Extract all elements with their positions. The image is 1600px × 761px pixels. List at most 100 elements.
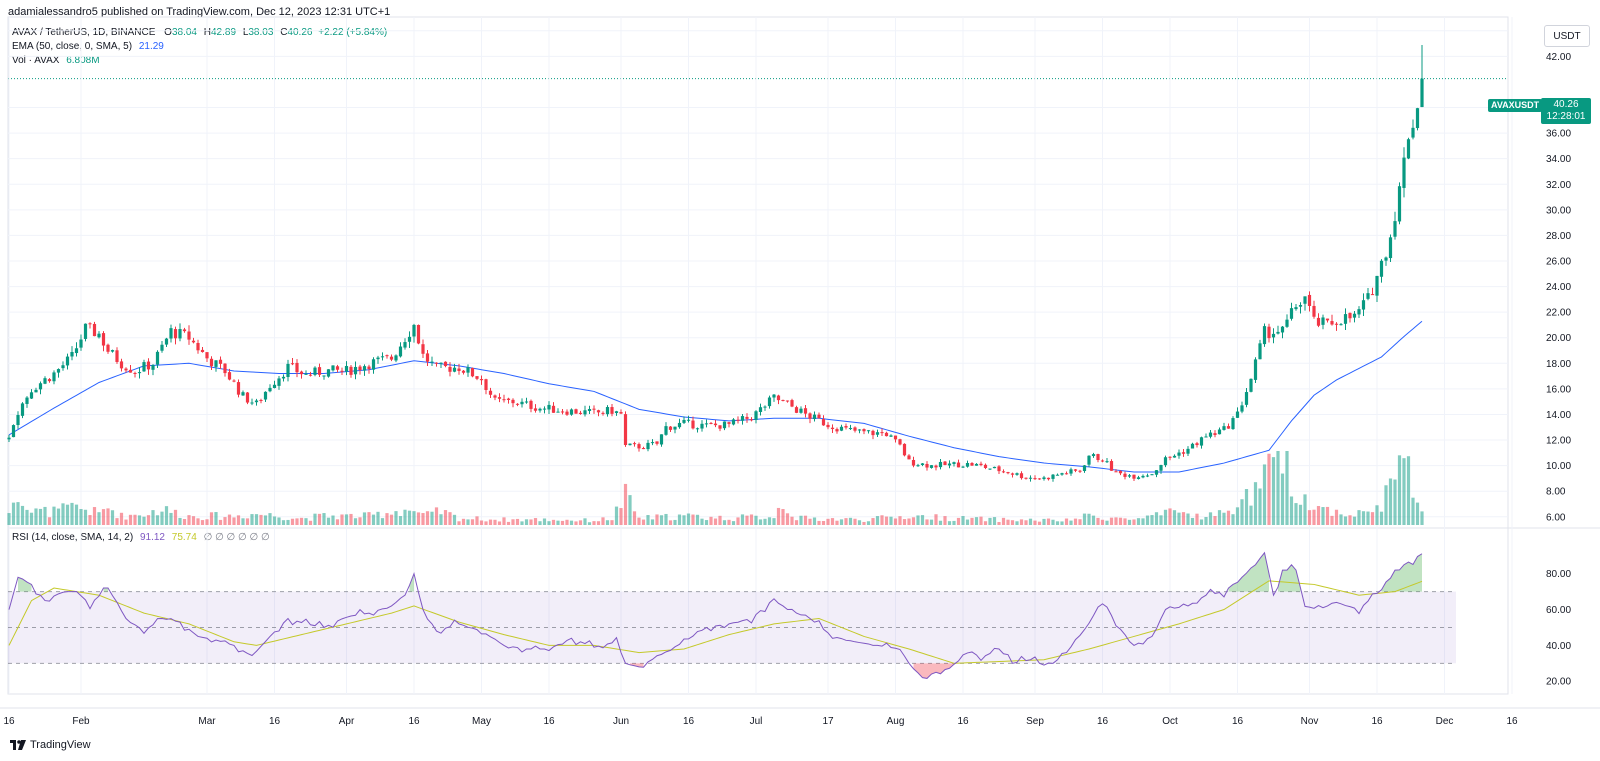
volume-bar — [1289, 496, 1294, 525]
volume-bar — [412, 511, 416, 525]
volume-bar — [1145, 515, 1150, 525]
candle-body — [137, 372, 142, 374]
volume-bar — [398, 516, 403, 525]
volume-bar — [695, 514, 700, 525]
candle-body — [493, 395, 497, 398]
candle-body — [470, 368, 475, 377]
candle-body — [1303, 296, 1307, 304]
candle-body — [335, 366, 340, 370]
price-tick-label: 14.00 — [1546, 410, 1571, 421]
volume-bar — [1010, 520, 1015, 525]
volume-bar — [1181, 512, 1186, 525]
candle-body — [1231, 418, 1235, 430]
volume-bar — [947, 521, 952, 525]
candle-body — [1208, 432, 1213, 437]
volume-bar — [578, 520, 583, 525]
volume-bar — [1420, 511, 1424, 525]
volume-bar — [466, 519, 470, 525]
candle-body — [479, 379, 484, 381]
candle-body — [1150, 474, 1154, 476]
candle-body — [871, 430, 875, 436]
candle-body — [1411, 127, 1415, 138]
candle-body — [551, 405, 556, 413]
volume-bar — [317, 513, 322, 525]
volume-bar — [308, 520, 313, 525]
volume-bar — [443, 510, 448, 525]
candle-body — [448, 366, 452, 372]
rsi-line — [8, 551, 1423, 679]
volume-bar — [857, 520, 862, 525]
volume-bar — [290, 518, 295, 525]
candle-body — [1060, 473, 1064, 475]
candle-body — [286, 363, 290, 378]
candle-body — [1010, 473, 1015, 475]
volume-bar — [520, 521, 524, 525]
volume-bar — [893, 518, 898, 525]
volume-bar — [16, 502, 20, 525]
candle-body — [1325, 318, 1330, 321]
candle-body — [547, 404, 551, 410]
price-tick-label: 20.00 — [1546, 333, 1571, 344]
legend-high: 42.89 — [211, 27, 237, 38]
currency-selector[interactable]: USDT — [1544, 25, 1590, 47]
candle-body — [389, 356, 394, 360]
legend-symbol[interactable]: AVAX / TetherUS, 1D, BINANCE — [12, 27, 156, 38]
candle-body — [155, 351, 160, 365]
volume-bar — [668, 520, 673, 525]
candle-body — [839, 426, 844, 431]
time-tick-label: 16 — [1506, 716, 1518, 727]
volume-bar — [434, 507, 439, 525]
candle-body — [502, 399, 506, 401]
candle-body — [767, 397, 772, 407]
volume-bar — [1118, 517, 1123, 525]
candle-body — [1114, 471, 1118, 473]
volume-bar — [673, 519, 677, 525]
volume-bar — [133, 514, 137, 525]
volume-bar — [997, 522, 1001, 525]
ema-value: 21.29 — [138, 41, 164, 52]
volume-bar — [862, 521, 866, 525]
tradingview-brand[interactable]: TradingView — [10, 739, 91, 751]
candle-body — [74, 348, 79, 354]
candle-body — [1321, 317, 1325, 325]
candle-body — [227, 372, 232, 380]
candle-body — [974, 463, 979, 466]
candle-body — [524, 401, 529, 403]
volume-bar — [1222, 512, 1226, 525]
volume-bar — [1127, 519, 1132, 525]
volume-bar — [718, 515, 722, 525]
volume-bar — [1271, 457, 1276, 525]
volume-bar — [1262, 464, 1267, 525]
candle-body — [151, 364, 155, 370]
volume-bar — [965, 519, 970, 525]
volume-bar — [1415, 502, 1420, 525]
candle-body — [961, 466, 965, 468]
candle-body — [817, 414, 821, 419]
candle-body — [1096, 454, 1100, 461]
legend-ema[interactable]: EMA (50, close, 0, SMA, 5) 21.29 — [12, 41, 164, 52]
candle-body — [704, 423, 709, 425]
candle-body — [1100, 460, 1105, 462]
volume-bar — [533, 518, 538, 525]
candle-body — [574, 409, 578, 414]
candle-body — [277, 378, 281, 386]
candle-body — [934, 465, 938, 468]
volume-bar — [826, 518, 830, 525]
legend-volume[interactable]: Vol · AVAX 6.808M — [12, 55, 100, 66]
candle-body — [515, 403, 520, 405]
candle-body — [173, 329, 178, 339]
volume-bar — [448, 512, 452, 525]
volume-bar — [65, 504, 70, 525]
volume-bar — [79, 509, 83, 525]
volume-bar — [1037, 521, 1042, 525]
candle-body — [1397, 186, 1402, 222]
candle-body — [866, 430, 871, 432]
volume-bar — [1339, 514, 1343, 525]
volume-bar — [407, 510, 412, 525]
candle-body — [1033, 478, 1037, 480]
time-tick-label: 16 — [543, 716, 555, 727]
legend-rsi[interactable]: RSI (14, close, SMA, 14, 2) 91.12 75.74 … — [12, 532, 270, 543]
ema-line — [8, 320, 1423, 473]
volume-bar — [1082, 513, 1087, 525]
